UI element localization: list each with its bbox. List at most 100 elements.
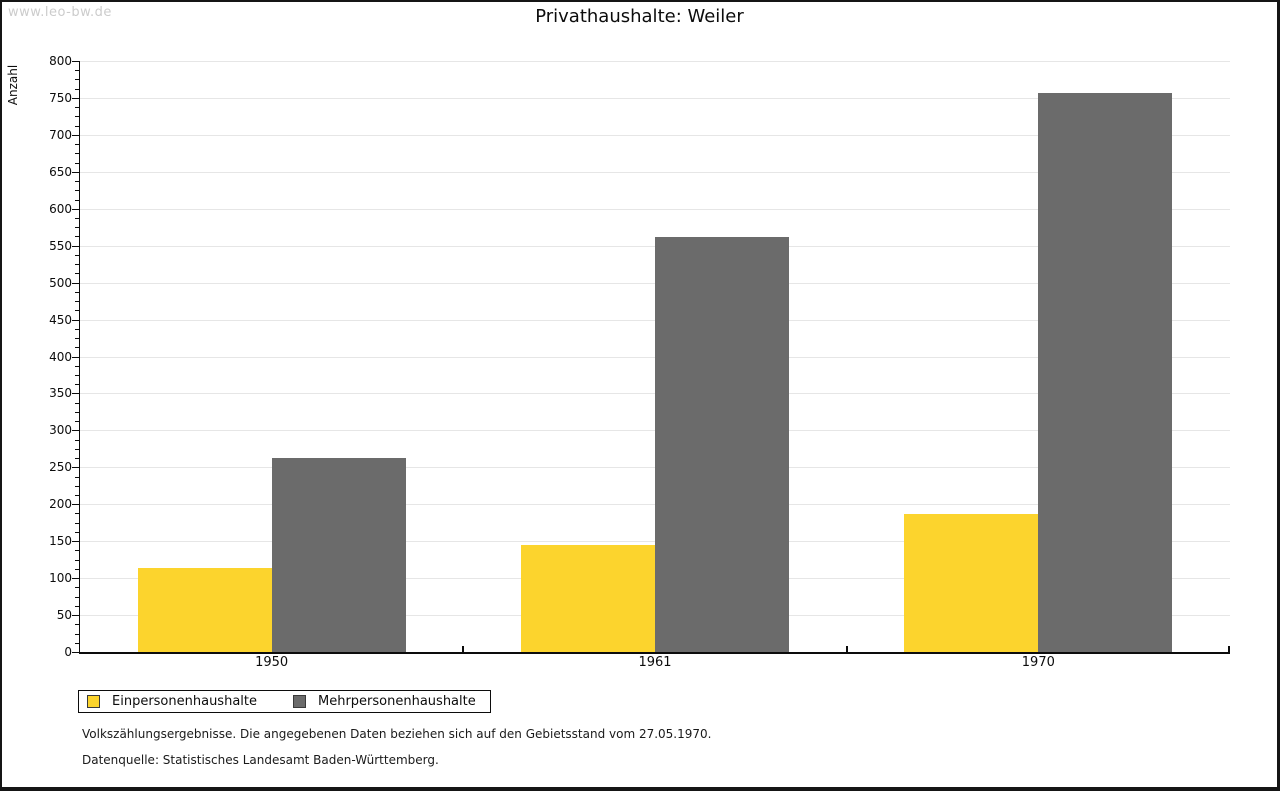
x-axis-tick-2 [845,646,848,652]
y-minor-tick-162.5 [75,531,79,533]
bar-mehrpersonenhaushalte-1970 [1038,92,1173,652]
gridline-750 [80,97,1230,99]
legend-box: Einpersonenhaushalte Mehrpersonenhaushalt… [78,690,491,713]
y-tick-label-500: 500 [49,275,72,290]
gridline-800 [80,61,1230,62]
legend-label-mehrpersonenhaushalte: Mehrpersonenhaushalte [318,694,476,709]
legend-item-mehrpersonenhaushalte: Mehrpersonenhaushalte [293,694,476,709]
y-tick-label-150: 150 [49,534,72,549]
y-minor-tick-487.5 [75,291,79,293]
y-tick-label-200: 200 [49,497,72,512]
y-major-tick-600 [72,208,79,210]
y-major-tick-750 [72,97,79,99]
y-major-tick-450 [72,319,79,321]
y-axis-line [79,61,80,652]
y-minor-tick-275 [75,448,79,450]
y-major-tick-150 [72,541,79,543]
bar-mehrpersonenhaushalte-1961 [655,236,789,652]
y-minor-tick-87.5 [75,587,79,589]
y-minor-tick-25 [75,633,79,635]
y-minor-tick-562.5 [75,236,79,238]
y-minor-tick-512.5 [75,273,79,275]
y-major-tick-500 [72,282,79,284]
y-minor-tick-687.5 [75,144,79,146]
y-minor-tick-337.5 [75,402,79,404]
y-minor-tick-225 [75,485,79,487]
y-tick-label-650: 650 [49,164,72,179]
gridline-600 [80,208,1230,210]
y-minor-tick-287.5 [75,439,79,441]
y-minor-tick-387.5 [75,365,79,367]
y-major-tick-300 [72,430,79,432]
y-minor-tick-75 [75,596,79,598]
y-major-tick-800 [72,61,79,62]
y-major-tick-350 [72,393,79,395]
watermark-text: www.leo-bw.de [8,5,112,20]
legend-swatch-einpersonenhaushalte [87,695,100,708]
y-major-tick-700 [72,134,79,136]
y-tick-label-800: 800 [49,54,72,68]
y-major-tick-650 [72,171,79,173]
y-minor-tick-262.5 [75,458,79,460]
y-major-tick-550 [72,245,79,247]
y-minor-tick-237.5 [75,476,79,478]
y-tick-label-100: 100 [49,571,72,586]
y-minor-tick-325 [75,411,79,413]
y-minor-tick-725 [75,116,79,118]
bar-einpersonenhaushalte-1961 [521,544,655,652]
y-minor-tick-175 [75,522,79,524]
x-tick-label-1970: 1970 [1021,655,1055,670]
y-minor-tick-62.5 [75,605,79,607]
y-tick-label-350: 350 [49,386,72,401]
y-minor-tick-637.5 [75,181,79,183]
y-minor-tick-425 [75,338,79,340]
y-minor-tick-762.5 [75,88,79,90]
chart-title: Privathaushalte: Weiler [535,6,744,27]
y-minor-tick-737.5 [75,107,79,109]
bar-mehrpersonenhaushalte-1950 [271,458,406,652]
legend-label-einpersonenhaushalte: Einpersonenhaushalte [112,694,257,709]
bar-einpersonenhaushalte-1950 [137,567,272,652]
y-tick-label-0: 0 [64,645,72,659]
y-minor-tick-475 [75,301,79,303]
footnote-gebietsstand: Volkszählungsergebnisse. Die angegebenen… [82,727,712,741]
y-minor-tick-312.5 [75,421,79,423]
y-minor-tick-525 [75,264,79,266]
x-axis-tick-3 [1228,646,1230,652]
y-minor-tick-537.5 [75,254,79,256]
y-tick-label-50: 50 [56,608,72,623]
x-tick-label-1961: 1961 [638,655,672,670]
y-axis-title: Anzahl [6,64,20,106]
y-minor-tick-12.5 [75,642,79,644]
y-tick-label-700: 700 [49,127,72,142]
plot-area: 0 50 100 150 200 250 300 350 400 450 500 550 600 650 7… [49,54,1230,670]
y-minor-tick-575 [75,227,79,229]
y-minor-tick-137.5 [75,550,79,552]
y-major-tick-50 [72,615,79,617]
y-minor-tick-675 [75,153,79,155]
y-minor-tick-612.5 [75,199,79,201]
y-minor-tick-212.5 [75,495,79,497]
y-minor-tick-375 [75,374,79,376]
x-tick-label-1950: 1950 [255,655,289,670]
y-minor-tick-412.5 [75,347,79,349]
y-tick-label-750: 750 [49,90,72,105]
y-minor-tick-37.5 [75,624,79,626]
gridline-650 [80,171,1230,173]
y-minor-tick-112.5 [75,568,79,570]
y-major-tick-0 [72,652,79,653]
y-tick-label-250: 250 [49,460,72,475]
y-minor-tick-587.5 [75,217,79,219]
y-minor-tick-462.5 [75,310,79,312]
y-tick-label-600: 600 [49,201,72,216]
bar-einpersonenhaushalte-1970 [904,513,1039,652]
y-minor-tick-787.5 [75,70,79,72]
y-minor-tick-187.5 [75,513,79,515]
y-minor-tick-712.5 [75,125,79,127]
gridline-700 [80,134,1230,136]
footnote-datenquelle: Datenquelle: Statistisches Landesamt Bad… [82,753,439,767]
y-minor-tick-362.5 [75,384,79,386]
y-major-tick-200 [72,504,79,506]
y-minor-tick-775 [75,79,79,81]
x-axis-tick-1 [462,646,465,652]
